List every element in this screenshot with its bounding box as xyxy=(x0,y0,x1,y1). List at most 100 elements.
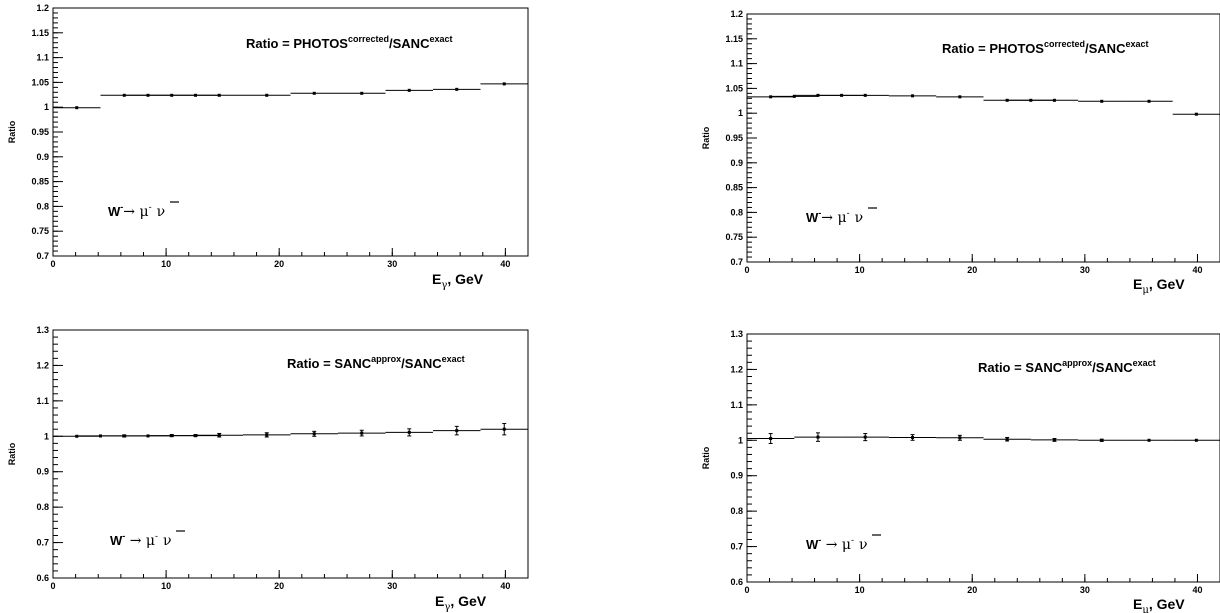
y-tick-label: 0.8 xyxy=(730,207,743,217)
x-tick-label: 0 xyxy=(50,581,55,591)
y-tick-label: 1.2 xyxy=(730,364,743,374)
y-tick-label: 1.1 xyxy=(36,396,49,406)
data-point xyxy=(792,94,796,98)
y-tick-label: 0.9 xyxy=(36,467,49,477)
y-tick-label: 0.9 xyxy=(36,152,49,162)
x-tick-label: 30 xyxy=(1080,265,1090,275)
ratio-annotation: Ratio = SANCapprox/SANCexact xyxy=(287,354,465,371)
data-point xyxy=(312,432,316,436)
data-point xyxy=(769,437,773,441)
y-tick-label: 1 xyxy=(738,435,743,445)
y-tick-label: 1.15 xyxy=(31,28,49,38)
x-tick-label: 20 xyxy=(967,265,977,275)
data-point xyxy=(217,433,221,437)
data-point xyxy=(455,87,459,91)
y-axis-label: Ratio xyxy=(7,120,17,143)
x-tick-label: 40 xyxy=(1192,265,1202,275)
y-tick-label: 1.3 xyxy=(730,329,743,339)
plot-frame xyxy=(52,329,529,579)
y-axis-label: Ratio xyxy=(701,126,711,149)
process-annotation: W- → μ-ν xyxy=(110,531,172,549)
data-point xyxy=(1147,438,1151,442)
data-point xyxy=(502,427,506,431)
data-point xyxy=(1194,112,1198,116)
data-point xyxy=(360,91,364,95)
ratio-annotation: Ratio = SANCapprox/SANCexact xyxy=(978,358,1156,375)
process-annotation: W-→ μ-ν xyxy=(108,202,165,220)
data-point xyxy=(1052,98,1056,102)
data-point xyxy=(312,91,316,95)
y-tick-label: 1.3 xyxy=(36,325,49,335)
x-tick-label: 40 xyxy=(1192,585,1202,595)
chart-panel-3: 0.6 0.7 0.8 0.9 1 1.1 1.2 1.3 0 10 20 30 40 Ratio Eγ, … xyxy=(7,325,529,613)
process-annotation: W-→ μ-ν xyxy=(806,208,863,226)
y-tick-label: 1.1 xyxy=(36,53,49,63)
data-point xyxy=(75,106,79,110)
x-tick-label: 30 xyxy=(1080,585,1090,595)
y-tick-label: 0.9 xyxy=(730,158,743,168)
data-point xyxy=(502,82,506,86)
data-point xyxy=(911,94,915,98)
y-tick-label: 0.95 xyxy=(31,127,49,137)
y-tick-label: 1.1 xyxy=(730,59,743,69)
chart-panel-4: 0.6 0.7 0.8 0.9 1 1.1 1.2 1.3 0 10 20 30 40 Ratio Eμ, … xyxy=(701,329,1220,613)
y-tick-label: 0.7 xyxy=(730,257,743,267)
y-tick-label: 0.8 xyxy=(36,502,49,512)
data-point xyxy=(1194,438,1198,442)
y-tick-label: 0.85 xyxy=(725,183,743,193)
x-tick-label: 40 xyxy=(500,581,510,591)
process-annotation: W- → μ-ν xyxy=(806,535,868,553)
y-tick-label: 1.2 xyxy=(730,9,743,19)
data-point xyxy=(360,431,364,435)
x-axis-label: Eγ, GeV xyxy=(435,593,487,613)
x-tick-label: 30 xyxy=(387,259,397,269)
x-tick-label: 40 xyxy=(500,259,510,269)
y-tick-label: 0.6 xyxy=(36,573,49,583)
data-point xyxy=(1100,99,1104,103)
y-tick-label: 1 xyxy=(44,102,49,112)
data-point xyxy=(407,88,411,92)
chart-panel-1: 0.7 0.75 0.8 0.85 0.9 0.95 1 1.05 1.1 1.15 1.2 0 10 2… xyxy=(7,3,529,291)
y-tick-label: 0.75 xyxy=(725,232,743,242)
y-tick-label: 1 xyxy=(738,108,743,118)
x-tick-label: 10 xyxy=(855,265,865,275)
y-tick-label: 1.1 xyxy=(730,400,743,410)
data-point xyxy=(816,435,820,439)
y-tick-label: 0.95 xyxy=(725,133,743,143)
y-tick-label: 1.05 xyxy=(31,77,49,87)
y-axis-label: Ratio xyxy=(7,442,17,465)
data-point xyxy=(863,435,867,439)
data-point xyxy=(1100,438,1104,442)
x-axis-label: Eμ, GeV xyxy=(1133,276,1185,296)
data-point xyxy=(265,93,269,97)
ratio-annotation: Ratio = PHOTOScorrected/SANCexact xyxy=(246,34,453,51)
y-tick-label: 0.6 xyxy=(730,577,743,587)
x-tick-label: 0 xyxy=(744,585,749,595)
data-point xyxy=(265,433,269,437)
data-point xyxy=(958,95,962,99)
y-tick-label: 0.85 xyxy=(31,177,49,187)
y-tick-label: 0.75 xyxy=(31,226,49,236)
y-tick-label: 0.7 xyxy=(730,542,743,552)
x-tick-label: 20 xyxy=(967,585,977,595)
x-axis-label: Eγ, GeV xyxy=(432,271,484,291)
data-point xyxy=(1005,437,1009,441)
y-tick-label: 0.7 xyxy=(36,251,49,261)
y-tick-label: 0.8 xyxy=(36,201,49,211)
x-tick-label: 0 xyxy=(744,265,749,275)
y-tick-label: 1.15 xyxy=(725,34,743,44)
y-tick-label: 0.7 xyxy=(36,538,49,548)
x-tick-label: 10 xyxy=(855,585,865,595)
x-tick-label: 10 xyxy=(161,581,171,591)
y-tick-label: 0.8 xyxy=(730,506,743,516)
data-point xyxy=(455,429,459,433)
y-tick-label: 1.2 xyxy=(36,360,49,370)
data-point xyxy=(911,435,915,439)
y-tick-label: 0.9 xyxy=(730,471,743,481)
data-point xyxy=(863,93,867,97)
y-tick-label: 1 xyxy=(44,431,49,441)
x-axis-label: Eμ, GeV xyxy=(1133,596,1185,613)
y-axis-label: Ratio xyxy=(701,446,711,469)
x-tick-label: 0 xyxy=(50,259,55,269)
